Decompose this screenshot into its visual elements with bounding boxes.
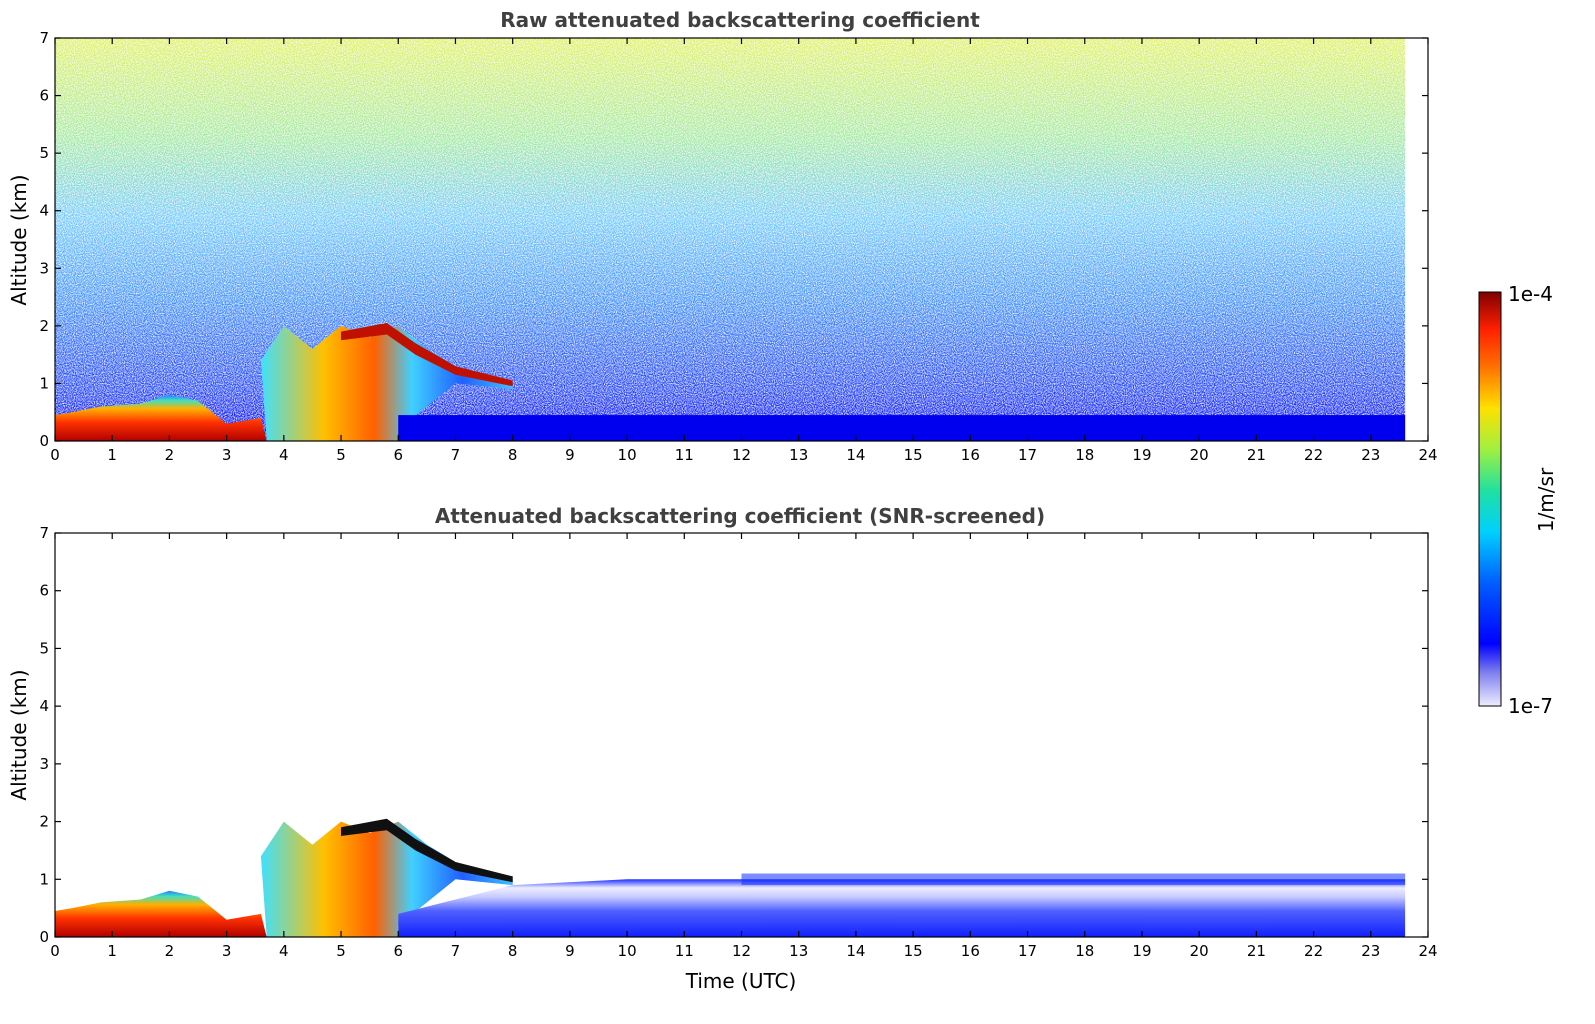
x-axis-screened: 0 1 2 3 4 5 6 7 8 9 10 11 12 13 14 15 16 17 18 19 20 21 22 23 24	[50, 533, 1438, 960]
x-tick-label: 4	[279, 446, 289, 464]
y-tick-label: 5	[39, 639, 49, 657]
y-tick-label: 2	[39, 317, 49, 335]
x-tick-label: 11	[675, 446, 694, 464]
x-tick-label: 15	[904, 942, 923, 960]
y-tick-label: 7	[39, 524, 49, 542]
y-tick-label: 0	[39, 928, 49, 946]
y-axis-screened: 0 1 2 3 4 5 6 7	[39, 524, 1428, 946]
x-tick-label: 21	[1247, 942, 1266, 960]
y-tick-label: 1	[39, 870, 49, 888]
x-tick-label: 6	[393, 446, 403, 464]
y-tick-label: 6	[39, 87, 49, 105]
x-tick-label: 14	[846, 446, 865, 464]
y-tick-label: 6	[39, 582, 49, 600]
x-tick-label: 19	[1132, 942, 1151, 960]
x-axis-label: Time (UTC)	[685, 969, 797, 993]
y-tick-label: 3	[39, 755, 49, 773]
x-tick-label: 8	[508, 446, 518, 464]
y-tick-label: 5	[39, 144, 49, 162]
y-tick-label: 7	[39, 29, 49, 47]
colorbar-gradient	[1478, 291, 1502, 707]
x-tick-label: 16	[961, 942, 980, 960]
x-tick-label: 16	[961, 446, 980, 464]
panel-screened: Attenuated backscattering coefficient (S…	[7, 504, 1438, 993]
x-tick-label: 9	[565, 942, 575, 960]
cloud-top-band	[341, 323, 513, 387]
colorbar: 1e-4 1e-7 1/m/sr	[1478, 282, 1558, 718]
x-tick-label: 22	[1304, 446, 1323, 464]
x-tick-label: 14	[846, 942, 865, 960]
aerosol-layer	[55, 394, 267, 441]
x-tick-label: 18	[1075, 942, 1094, 960]
aerosol-layer	[55, 890, 267, 937]
y-axis-label-screened: Altitude (km)	[7, 669, 31, 800]
x-tick-label: 19	[1132, 446, 1151, 464]
x-tick-label: 8	[508, 942, 518, 960]
x-tick-label: 17	[1018, 942, 1037, 960]
x-tick-label: 23	[1361, 446, 1380, 464]
x-tick-label: 5	[336, 446, 346, 464]
x-tick-label: 4	[279, 942, 289, 960]
cloud-region	[260, 821, 513, 937]
x-tick-label: 15	[904, 446, 923, 464]
y-axis-raw: 0 1 2 3 4 5 6 7	[39, 29, 1428, 450]
x-tick-label: 23	[1361, 942, 1380, 960]
chart-title-screened: Attenuated backscattering coefficient (S…	[435, 504, 1045, 528]
x-tick-label: 13	[789, 446, 808, 464]
x-tick-label: 12	[732, 446, 751, 464]
x-tick-label: 17	[1018, 446, 1037, 464]
colorbar-max-label: 1e-4	[1508, 282, 1553, 306]
x-tick-label: 10	[618, 446, 637, 464]
x-tick-label: 10	[618, 942, 637, 960]
x-tick-label: 7	[451, 446, 461, 464]
x-axis-raw: 0 1 2 3 4 5 6 7 8 9 10 11 12 13 14 15 16 17 18 19 20 21 22 23 24	[50, 38, 1438, 464]
x-tick-label: 0	[50, 446, 60, 464]
cloud-region	[260, 325, 513, 441]
heatmap-raw	[55, 38, 1406, 441]
y-tick-label: 4	[39, 697, 49, 715]
boundary-layer-top	[741, 873, 1406, 886]
x-tick-label: 24	[1418, 942, 1437, 960]
x-tick-label: 2	[165, 942, 175, 960]
x-tick-label: 12	[732, 942, 751, 960]
colorbar-min-label: 1e-7	[1508, 694, 1553, 718]
x-tick-label: 0	[50, 942, 60, 960]
x-tick-label: 20	[1190, 942, 1209, 960]
x-tick-label: 20	[1190, 446, 1209, 464]
x-tick-label: 11	[675, 942, 694, 960]
y-axis-label-raw: Altitude (km)	[7, 174, 31, 305]
x-tick-label: 7	[451, 942, 461, 960]
y-tick-label: 2	[39, 813, 49, 831]
x-tick-label: 18	[1075, 446, 1094, 464]
cloud-top-band	[341, 818, 513, 883]
x-tick-label: 3	[222, 446, 232, 464]
y-tick-label: 3	[39, 259, 49, 277]
x-tick-label: 1	[107, 942, 117, 960]
y-tick-label: 0	[39, 432, 49, 450]
x-tick-label: 22	[1304, 942, 1323, 960]
x-tick-label: 1	[107, 446, 117, 464]
x-tick-label: 9	[565, 446, 575, 464]
panel-raw: Raw attenuated backscattering coefficien…	[7, 8, 1438, 464]
y-tick-label: 4	[39, 202, 49, 220]
heatmap-screened	[55, 818, 1406, 937]
x-tick-label: 2	[165, 446, 175, 464]
boundary-layer	[398, 879, 1406, 937]
x-tick-label: 13	[789, 942, 808, 960]
x-tick-label: 21	[1247, 446, 1266, 464]
x-tick-label: 5	[336, 942, 346, 960]
colorbar-label: 1/m/sr	[1534, 467, 1558, 532]
y-tick-label: 1	[39, 374, 49, 392]
x-tick-label: 6	[393, 942, 403, 960]
boundary-layer	[398, 415, 1406, 441]
x-tick-label: 24	[1418, 446, 1437, 464]
noise-speckle	[55, 38, 1406, 441]
chart-title-raw: Raw attenuated backscattering coefficien…	[500, 8, 980, 32]
x-tick-label: 3	[222, 942, 232, 960]
